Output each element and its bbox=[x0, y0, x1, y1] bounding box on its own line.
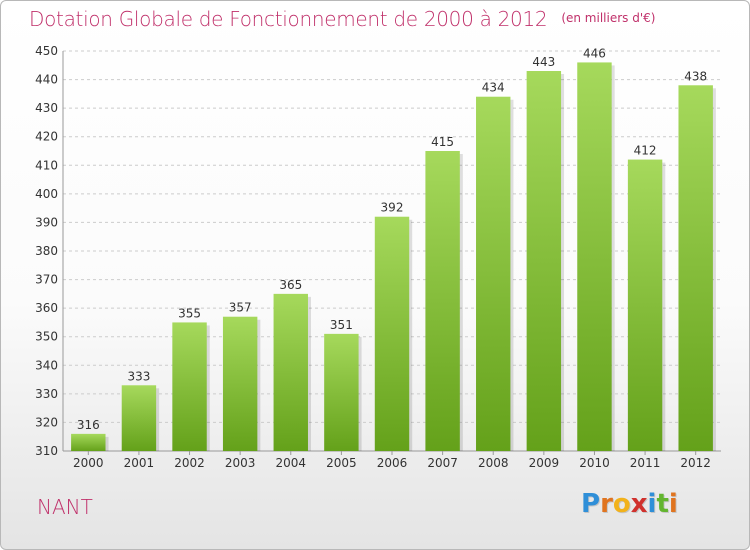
bar-2001 bbox=[121, 385, 157, 451]
bars bbox=[71, 62, 716, 452]
value-label-2007: 415 bbox=[431, 135, 454, 149]
x-tick-label-2012: 2012 bbox=[680, 456, 711, 470]
logo-letter: P bbox=[581, 489, 601, 519]
value-label-2005: 351 bbox=[330, 318, 353, 332]
y-tick-label: 440 bbox=[35, 73, 58, 87]
value-label-2003: 357 bbox=[229, 301, 252, 315]
value-label-2012: 438 bbox=[684, 69, 707, 83]
bar-2011 bbox=[627, 159, 663, 452]
bar-2006 bbox=[374, 216, 410, 451]
bar-2007 bbox=[425, 151, 460, 451]
logo-letter: o bbox=[612, 489, 631, 519]
bar-2004 bbox=[273, 293, 308, 451]
x-tick-label-2002: 2002 bbox=[174, 456, 205, 470]
y-tick-label: 340 bbox=[35, 358, 58, 372]
bar-2002 bbox=[172, 322, 207, 451]
bar-2012 bbox=[678, 85, 713, 452]
x-tick-label-2006: 2006 bbox=[377, 456, 408, 470]
y-tick-label: 380 bbox=[35, 244, 58, 258]
y-tick-label: 400 bbox=[35, 187, 58, 201]
value-label-2009: 443 bbox=[532, 55, 555, 69]
y-tick-label: 410 bbox=[35, 158, 58, 172]
x-tick-label-2011: 2011 bbox=[630, 456, 661, 470]
x-tick-label-2009: 2009 bbox=[529, 456, 560, 470]
y-tick-label: 450 bbox=[35, 44, 58, 58]
value-label-2010: 446 bbox=[583, 46, 606, 60]
bar-2010 bbox=[577, 62, 612, 452]
y-tick-label: 350 bbox=[35, 330, 58, 344]
value-label-2006: 392 bbox=[381, 201, 404, 215]
logo-letter: r bbox=[600, 489, 613, 519]
value-label-2002: 355 bbox=[178, 306, 201, 320]
chart-unit-note: (en milliers d'€) bbox=[561, 11, 656, 25]
logo-letter: i bbox=[668, 489, 678, 519]
chart-title: Dotation Globale de Fonctionnement de 20… bbox=[29, 7, 655, 31]
logo-letter: t bbox=[656, 489, 669, 519]
x-tick-label-2004: 2004 bbox=[275, 456, 306, 470]
y-tick-label: 370 bbox=[35, 273, 58, 287]
logo-letter: i bbox=[647, 489, 657, 519]
town-name: NANT bbox=[37, 495, 93, 519]
x-tick-label-2005: 2005 bbox=[326, 456, 357, 470]
x-tick-label-2000: 2000 bbox=[73, 456, 104, 470]
bar-2003 bbox=[222, 316, 258, 451]
value-label-2001: 333 bbox=[127, 369, 150, 383]
value-label-2008: 434 bbox=[482, 81, 505, 95]
y-tick-label: 360 bbox=[35, 301, 58, 315]
x-tick-label-2001: 2001 bbox=[124, 456, 155, 470]
value-label-2000: 316 bbox=[77, 418, 100, 432]
x-tick-label-2008: 2008 bbox=[478, 456, 509, 470]
value-label-2004: 365 bbox=[279, 278, 302, 292]
x-tick-label-2010: 2010 bbox=[579, 456, 610, 470]
y-tick-label: 310 bbox=[35, 444, 58, 458]
y-tick-label: 430 bbox=[35, 101, 58, 115]
y-tick-label: 390 bbox=[35, 215, 58, 229]
y-tick-label: 330 bbox=[35, 387, 58, 401]
labels: 310 320 330 340 350 360 370 380 390 400 410 420 430 4… bbox=[35, 44, 711, 470]
x-tick-label-2007: 2007 bbox=[427, 456, 458, 470]
bar-2008 bbox=[476, 96, 511, 451]
y-tick-label: 420 bbox=[35, 130, 58, 144]
proxiti-logo: Proxiti bbox=[581, 489, 678, 519]
y-tick-label: 320 bbox=[35, 415, 58, 429]
value-label-2011: 412 bbox=[634, 144, 657, 158]
logo-letter: x bbox=[630, 489, 648, 519]
bar-2009 bbox=[526, 71, 562, 451]
x-tick-label-2003: 2003 bbox=[225, 456, 256, 470]
bar-2000 bbox=[71, 433, 106, 451]
chart-title-main: Dotation Globale de Fonctionnement de 20… bbox=[29, 7, 548, 31]
bar-2005 bbox=[324, 333, 359, 451]
